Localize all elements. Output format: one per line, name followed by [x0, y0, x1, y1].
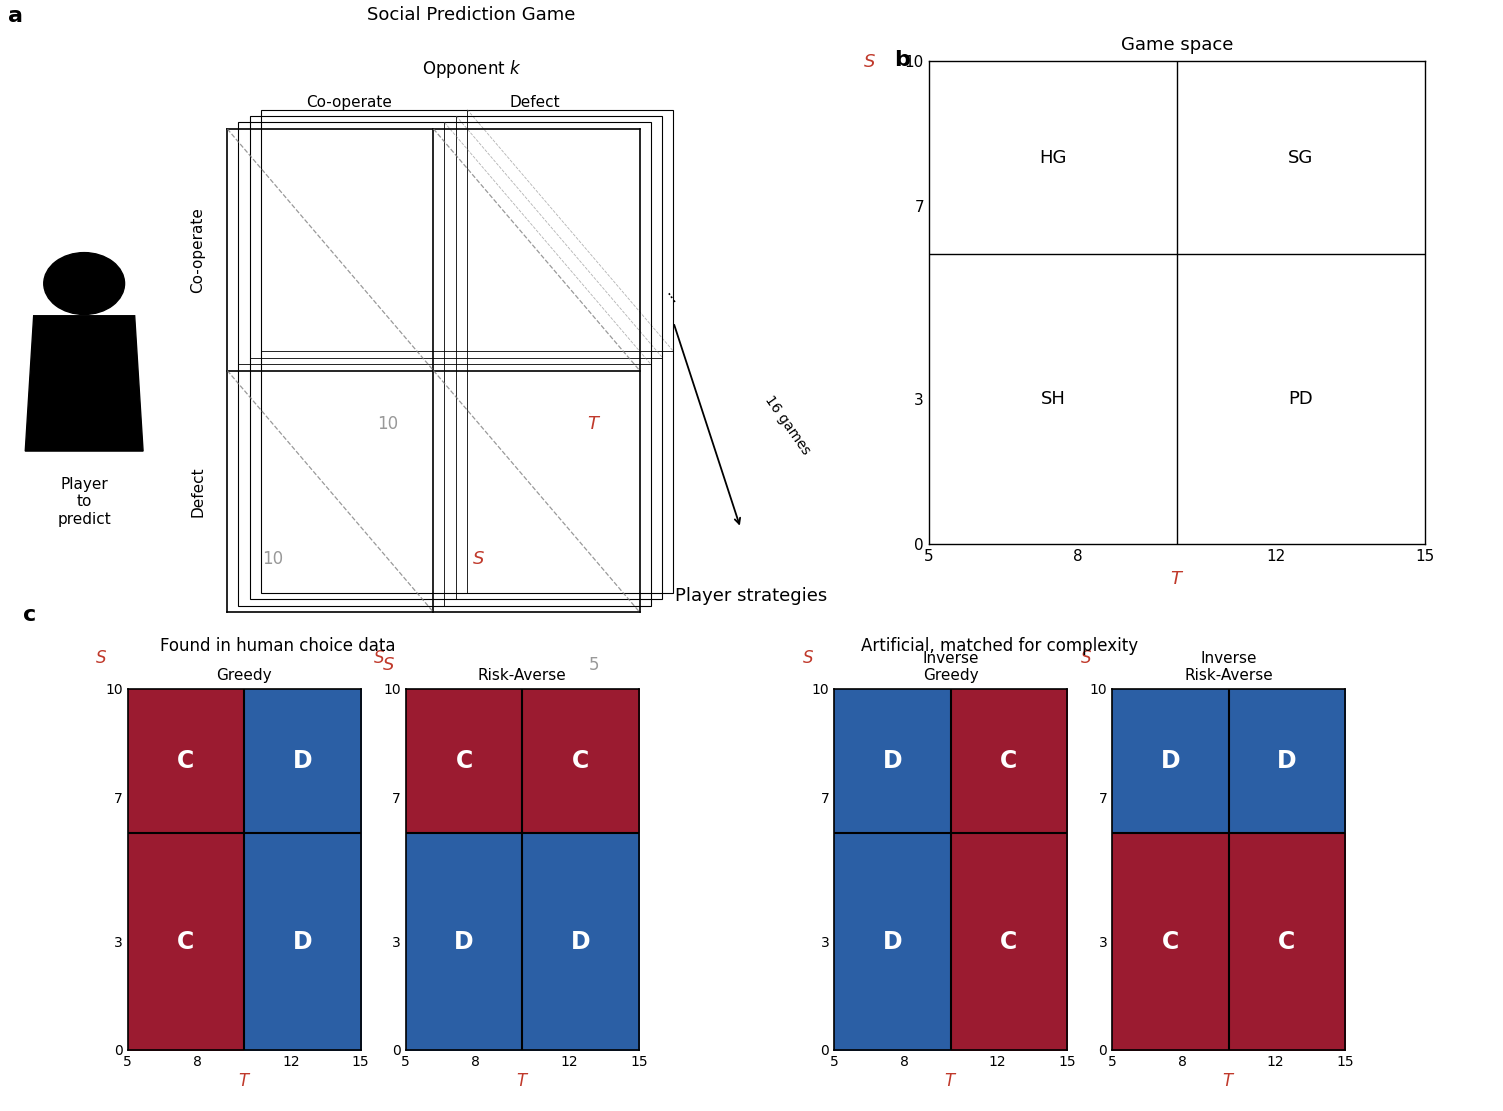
Y-axis label: $S$: $S$: [863, 52, 876, 71]
Text: D: D: [454, 930, 473, 953]
Text: $T$: $T$: [588, 414, 601, 432]
X-axis label: $T$: $T$: [237, 1071, 251, 1090]
Text: D: D: [293, 749, 313, 773]
Text: Defect: Defect: [510, 94, 559, 110]
Text: C: C: [1001, 749, 1018, 773]
Title: Risk-Averse: Risk-Averse: [478, 669, 567, 683]
Text: Co-operate: Co-operate: [191, 207, 206, 292]
Text: Co-operate: Co-operate: [307, 94, 392, 110]
Text: C: C: [1001, 930, 1018, 953]
Text: c: c: [23, 605, 36, 625]
Text: SG: SG: [1288, 149, 1314, 167]
Text: SH: SH: [1040, 390, 1066, 409]
Title: Inverse
Greedy: Inverse Greedy: [923, 651, 978, 683]
Text: D: D: [1278, 749, 1297, 773]
Text: $S$: $S$: [382, 657, 394, 674]
Text: Player
to
predict: Player to predict: [57, 477, 111, 527]
Title: Game space: Game space: [1121, 36, 1232, 54]
Text: D: D: [571, 930, 591, 953]
Text: Defect: Defect: [191, 466, 206, 517]
Text: C: C: [573, 749, 589, 773]
Bar: [237, 122, 651, 605]
Text: $S$: $S$: [801, 649, 813, 667]
Bar: [249, 116, 663, 599]
X-axis label: $T$: $T$: [516, 1071, 529, 1090]
Text: D: D: [882, 930, 902, 953]
Circle shape: [44, 252, 125, 314]
Polygon shape: [26, 316, 143, 451]
Text: HG: HG: [1039, 149, 1067, 167]
Text: Found in human choice data: Found in human choice data: [161, 638, 395, 655]
Text: C: C: [1279, 930, 1296, 953]
Text: $S$: $S$: [472, 550, 485, 568]
Text: a: a: [9, 7, 24, 27]
Text: Social Prediction Game: Social Prediction Game: [367, 7, 576, 24]
X-axis label: $T$: $T$: [944, 1071, 957, 1090]
Text: $S$: $S$: [1079, 649, 1091, 667]
Text: D: D: [1160, 749, 1180, 773]
Text: 5: 5: [473, 792, 484, 810]
Text: 5: 5: [589, 657, 600, 674]
Bar: [262, 110, 673, 593]
Text: Opponent $k$: Opponent $k$: [421, 58, 522, 80]
Text: D: D: [293, 930, 313, 953]
Title: Greedy: Greedy: [216, 669, 272, 683]
Text: D: D: [882, 749, 902, 773]
X-axis label: $T$: $T$: [1169, 570, 1184, 588]
Text: C: C: [1162, 930, 1178, 953]
X-axis label: $T$: $T$: [1222, 1071, 1235, 1090]
Text: Player strategies: Player strategies: [675, 588, 828, 605]
Text: C: C: [177, 749, 194, 773]
Text: $T$: $T$: [266, 792, 280, 810]
Title: Inverse
Risk-Averse: Inverse Risk-Averse: [1184, 651, 1273, 683]
Text: 16 games: 16 games: [762, 393, 813, 458]
Text: $S$: $S$: [95, 649, 107, 667]
Text: C: C: [455, 749, 472, 773]
Text: $S$: $S$: [373, 649, 385, 667]
Text: Artificial, matched for complexity: Artificial, matched for complexity: [861, 638, 1138, 655]
Text: b: b: [894, 50, 911, 70]
Text: 10: 10: [262, 550, 283, 568]
Text: PD: PD: [1288, 390, 1314, 409]
Text: C: C: [177, 930, 194, 953]
Text: 10: 10: [377, 414, 398, 432]
Text: ...: ...: [663, 287, 684, 307]
